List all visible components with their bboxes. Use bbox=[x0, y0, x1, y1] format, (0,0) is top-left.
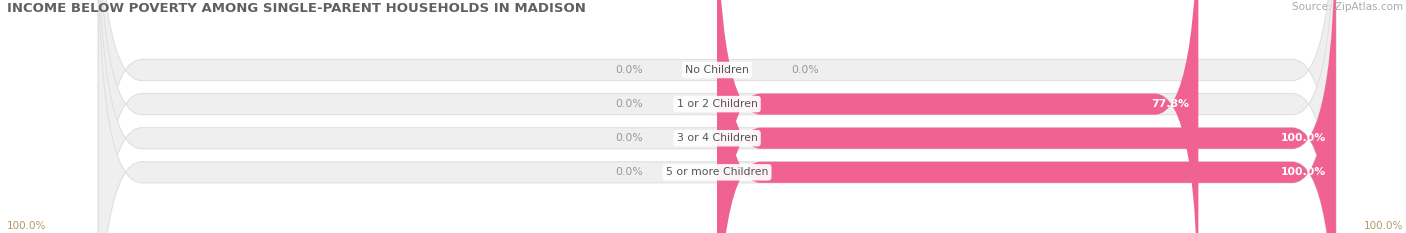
Text: 0.0%: 0.0% bbox=[614, 133, 643, 143]
Text: 3 or 4 Children: 3 or 4 Children bbox=[676, 133, 758, 143]
Text: 100.0%: 100.0% bbox=[7, 221, 46, 231]
Text: 0.0%: 0.0% bbox=[614, 167, 643, 177]
FancyBboxPatch shape bbox=[98, 0, 1336, 233]
FancyBboxPatch shape bbox=[717, 0, 1198, 233]
FancyBboxPatch shape bbox=[98, 0, 1336, 233]
Text: 0.0%: 0.0% bbox=[614, 99, 643, 109]
Text: 0.0%: 0.0% bbox=[792, 65, 820, 75]
Text: Source: ZipAtlas.com: Source: ZipAtlas.com bbox=[1292, 2, 1403, 12]
FancyBboxPatch shape bbox=[98, 0, 1336, 233]
Text: 100.0%: 100.0% bbox=[1281, 167, 1326, 177]
FancyBboxPatch shape bbox=[717, 0, 1336, 233]
FancyBboxPatch shape bbox=[717, 0, 1336, 233]
Text: 100.0%: 100.0% bbox=[1364, 221, 1403, 231]
Text: 100.0%: 100.0% bbox=[1281, 133, 1326, 143]
Text: No Children: No Children bbox=[685, 65, 749, 75]
Text: 0.0%: 0.0% bbox=[614, 65, 643, 75]
Text: INCOME BELOW POVERTY AMONG SINGLE-PARENT HOUSEHOLDS IN MADISON: INCOME BELOW POVERTY AMONG SINGLE-PARENT… bbox=[7, 2, 586, 15]
Text: 5 or more Children: 5 or more Children bbox=[666, 167, 768, 177]
Text: 1 or 2 Children: 1 or 2 Children bbox=[676, 99, 758, 109]
Text: 77.8%: 77.8% bbox=[1152, 99, 1189, 109]
FancyBboxPatch shape bbox=[98, 0, 1336, 233]
